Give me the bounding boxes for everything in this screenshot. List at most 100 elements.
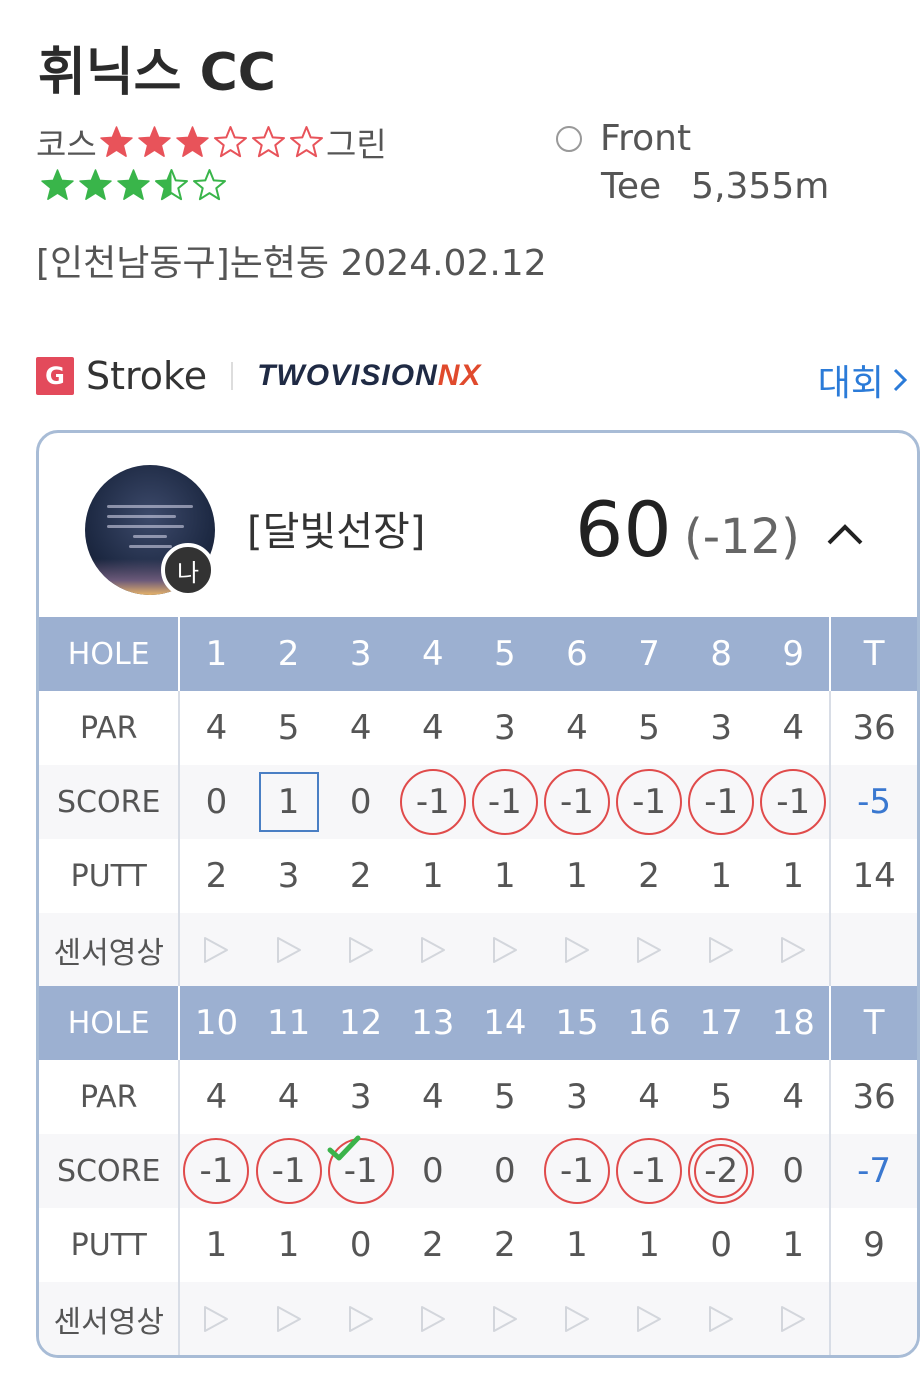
score-cell: -1	[541, 765, 613, 839]
mode-divider	[231, 362, 234, 390]
birdie-circle	[183, 1138, 250, 1204]
hole-number: 16	[627, 1003, 671, 1043]
game-mode-label: Stroke	[86, 354, 208, 398]
score-cell: -1	[253, 1134, 325, 1208]
putt-value: 1	[494, 856, 516, 896]
score-value: -1	[560, 1151, 594, 1191]
sensor-video-button[interactable]	[541, 913, 613, 987]
sensor-video-button[interactable]	[253, 913, 325, 987]
back-putt-row: PUTT 1 1 0 2 2 1 1 0 1 9	[39, 1208, 917, 1282]
tournament-link-label: 대회	[817, 363, 884, 404]
sensor-video-button[interactable]	[685, 913, 757, 987]
sensor-row-label: 센서영상	[39, 913, 181, 987]
score-value: 0	[205, 782, 228, 822]
birdie-circle	[616, 1138, 683, 1204]
par-value: 4	[421, 708, 444, 748]
par-row-label: PAR	[39, 691, 181, 765]
total-score-diff: (-12)	[684, 509, 800, 565]
sensor-video-button[interactable]	[757, 913, 829, 987]
back-head-row: HOLE 10 11 12 13 14 15 16 17 18 T	[39, 986, 917, 1060]
par-row-label: PAR	[39, 1060, 181, 1134]
score-value: -1	[415, 782, 450, 822]
play-icon	[276, 1306, 301, 1332]
putt-value: 1	[421, 856, 444, 896]
score-cell: -1	[613, 1134, 685, 1208]
mode-bar: G Stroke TWOVISIONNX	[36, 354, 481, 398]
par-value: 4	[638, 1077, 660, 1117]
me-badge: 나	[161, 543, 215, 597]
sensor-video-button[interactable]	[613, 913, 685, 987]
avatar-text-lines	[107, 505, 193, 555]
sensor-total-empty	[829, 1282, 917, 1355]
play-icon	[637, 937, 662, 963]
hole-number: 4	[421, 634, 444, 674]
score-value: 0	[494, 1151, 516, 1191]
sensor-total-empty	[829, 913, 917, 987]
total-header: T	[829, 986, 917, 1060]
sensor-video-button[interactable]	[469, 1282, 541, 1355]
par-value: 5	[710, 1077, 732, 1117]
birdie-circle	[327, 1138, 394, 1204]
player-header[interactable]: 나 [달빛선장] 60 (-12)	[39, 433, 917, 617]
course-rating-label: 코스	[36, 125, 97, 164]
tee-radio-icon[interactable]	[556, 125, 582, 152]
sensor-video-button[interactable]	[469, 913, 541, 987]
sensor-video-button[interactable]	[757, 1282, 829, 1355]
putt-value: 2	[494, 1225, 516, 1265]
score-value: -1	[343, 1151, 378, 1191]
sensor-video-button[interactable]	[613, 1282, 685, 1355]
green-rating-row	[38, 168, 227, 203]
score-value: 0	[421, 1151, 444, 1191]
putt-total: 14	[829, 839, 917, 913]
score-row-label: SCORE	[39, 765, 181, 839]
hole-number: 17	[699, 1003, 743, 1043]
putt-value: 3	[277, 856, 300, 896]
score-cell: -1	[180, 1134, 252, 1208]
sensor-video-button[interactable]	[541, 1282, 613, 1355]
par-value: 4	[205, 708, 228, 748]
par-value: 4	[782, 1077, 805, 1117]
putt-value: 1	[205, 1225, 228, 1265]
head-row-label: HOLE	[39, 986, 181, 1060]
score-cell: 0	[397, 1134, 469, 1208]
eagle-double-circle	[688, 1138, 755, 1204]
brand-logo-accent: NX	[437, 359, 482, 392]
tournament-link[interactable]: 대회	[818, 354, 908, 406]
hole-number: 14	[483, 1003, 527, 1043]
brand-logo: TWOVISIONNX	[257, 359, 481, 393]
chevron-up-icon[interactable]	[825, 515, 865, 555]
par-value: 4	[566, 708, 588, 748]
course-star-empty-icon	[289, 125, 324, 160]
par-value: 5	[638, 708, 660, 748]
sensor-video-button[interactable]	[685, 1282, 757, 1355]
score-cell: 0	[469, 1134, 541, 1208]
score-cell: -1	[757, 765, 829, 839]
play-icon	[420, 1306, 445, 1332]
sensor-video-button[interactable]	[325, 913, 397, 987]
green-star-empty-icon	[192, 168, 227, 203]
sensor-video-button[interactable]	[397, 1282, 469, 1355]
sensor-video-button[interactable]	[325, 1282, 397, 1355]
tee-distance: 5,355m	[691, 166, 830, 207]
score-cell: -1	[541, 1134, 613, 1208]
hole-number: 1	[205, 634, 228, 674]
play-icon	[276, 937, 301, 963]
sensor-video-button[interactable]	[253, 1282, 325, 1355]
tee-selector[interactable]: Front	[556, 118, 691, 159]
front-head-row: HOLE 1 2 3 4 5 6 7 8 9 T	[39, 617, 917, 691]
front-putt-row: PUTT 2 3 2 1 1 1 2 1 1 14	[39, 839, 917, 913]
scorecard-card: 나 [달빛선장] 60 (-12) HOLE 1 2 3 4 5 6 7 8 9 T PAR 4 5 4 4 3…	[36, 430, 920, 1358]
play-icon	[348, 1306, 373, 1332]
sensor-video-button[interactable]	[180, 1282, 252, 1355]
tee-label: Tee	[601, 166, 662, 207]
score-cell: 0	[325, 765, 397, 839]
course-rating-row: 코스	[36, 118, 324, 166]
score-value: -1	[632, 782, 666, 822]
sensor-video-button[interactable]	[397, 913, 469, 987]
putt-value: 1	[566, 856, 588, 896]
score-value: -1	[704, 782, 739, 822]
sensor-video-button[interactable]	[180, 913, 252, 987]
par-total: 36	[829, 1060, 917, 1134]
back-score-row: SCORE -1 -1 -1 0 0 -1 -1 -2 0 -7	[39, 1134, 917, 1208]
putt-value: 0	[710, 1225, 732, 1265]
